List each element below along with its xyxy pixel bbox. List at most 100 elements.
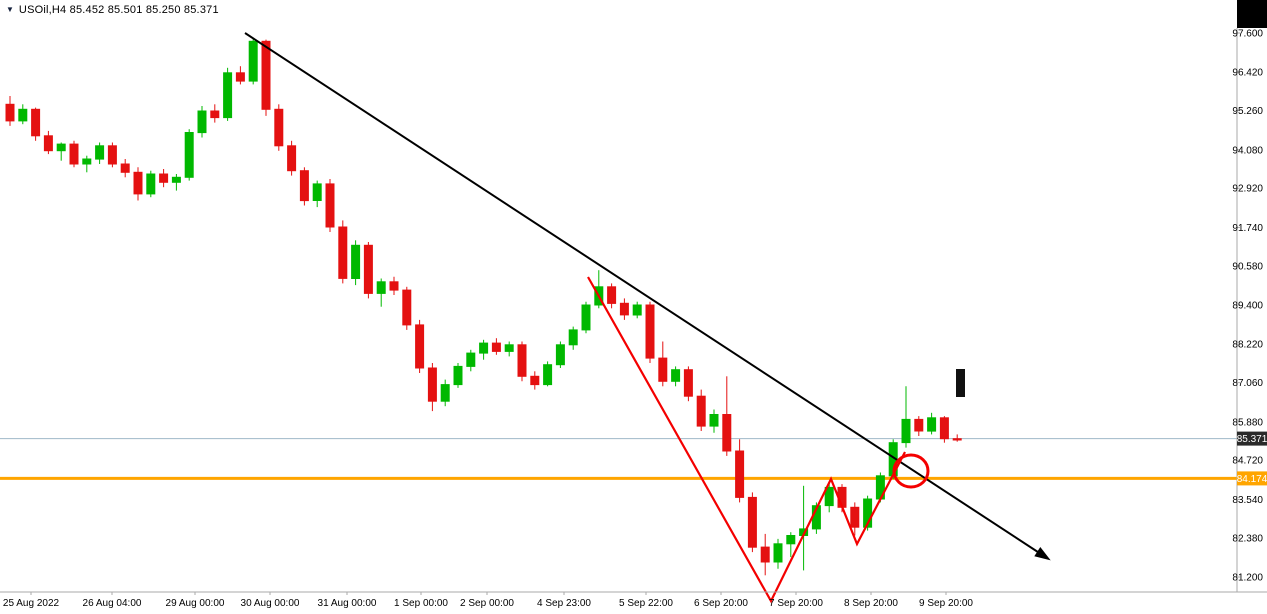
candle [914, 416, 924, 436]
candle [607, 283, 617, 309]
candle [645, 301, 655, 363]
time-label: 4 Sep 23:00 [537, 598, 591, 609]
symbol-info-bar: ▼ USOil,H4 85.452 85.501 85.250 85.371 [6, 4, 219, 16]
candle [299, 167, 309, 206]
trendline[interactable] [244, 32, 1045, 557]
price-label: 96.420 [1232, 68, 1263, 79]
candle [261, 39, 271, 116]
time-label: 8 Sep 20:00 [844, 598, 898, 609]
candle [376, 278, 386, 307]
price-label: 97.600 [1232, 29, 1263, 40]
price-label: 81.200 [1232, 573, 1263, 584]
price-label: 94.080 [1232, 145, 1263, 156]
candle [786, 532, 796, 558]
candle [619, 298, 629, 320]
time-label: 30 Aug 00:00 [241, 598, 300, 609]
candle [517, 341, 527, 382]
price-label: 84.720 [1232, 456, 1263, 467]
candle [939, 416, 949, 443]
candle [555, 341, 565, 368]
candle [235, 66, 245, 85]
price-label: 95.260 [1232, 106, 1263, 117]
candle [389, 276, 399, 295]
candle [760, 533, 770, 576]
candle [773, 538, 783, 569]
candle [543, 361, 553, 387]
bid-price-badge: 85.371 [1237, 431, 1267, 446]
candle [223, 67, 233, 121]
price-label: 91.740 [1232, 223, 1263, 234]
candle [466, 349, 476, 372]
breakout-circle[interactable] [892, 453, 930, 489]
candle [747, 492, 757, 553]
candle [107, 142, 117, 168]
time-label: 9 Sep 20:00 [919, 598, 973, 609]
candle [440, 379, 450, 407]
svg-text:84.174: 84.174 [1237, 474, 1267, 485]
time-label: 2 Sep 00:00 [460, 598, 514, 609]
price-label: 85.880 [1232, 417, 1263, 428]
candle [312, 180, 322, 208]
candle [69, 140, 79, 168]
candle [184, 129, 194, 181]
candle [133, 167, 143, 201]
price-label: 82.380 [1232, 533, 1263, 544]
candle [402, 286, 412, 330]
candle [671, 366, 681, 387]
time-label: 6 Sep 20:00 [694, 598, 748, 609]
price-label: 83.540 [1232, 495, 1263, 506]
time-label: 25 Aug 2022 [3, 598, 60, 609]
time-label: 7 Sep 20:00 [769, 598, 823, 609]
time-label: 31 Aug 00:00 [318, 598, 377, 609]
candle [43, 130, 53, 155]
price-label: 90.580 [1232, 261, 1263, 272]
svg-text:85.371: 85.371 [1237, 434, 1267, 445]
candle [146, 170, 156, 198]
candle [351, 240, 361, 286]
time-axis[interactable]: 25 Aug 2022 26 Aug 04:00 29 Aug 00:00 30 Au… [3, 592, 973, 609]
candle [210, 104, 220, 123]
candle [159, 169, 169, 188]
candle [171, 174, 181, 191]
candle [952, 434, 962, 442]
time-label: 29 Aug 00:00 [166, 598, 225, 609]
candle [850, 502, 860, 536]
candle [735, 439, 745, 503]
price-axis[interactable]: 97.600 96.420 95.260 94.080 92.920 91.740 90.5… [1232, 29, 1263, 584]
candle [581, 301, 591, 334]
candle [120, 159, 130, 178]
price-label: 87.060 [1232, 378, 1263, 389]
candle [722, 376, 732, 456]
candle [82, 155, 92, 173]
candle [504, 341, 514, 357]
price-label: 92.920 [1232, 184, 1263, 195]
candle [491, 338, 501, 355]
candle [248, 38, 258, 85]
price-label: 89.400 [1232, 301, 1263, 312]
candle [658, 341, 668, 387]
candle [427, 363, 437, 412]
hline-price-badge: 84.174 [1237, 471, 1267, 486]
symbol-ohlc-text: USOil,H4 85.452 85.501 85.250 85.371 [18, 4, 219, 16]
candle [31, 107, 41, 141]
zigzag-annotation[interactable] [587, 276, 906, 604]
candle [18, 104, 28, 125]
candle [5, 96, 15, 126]
candle [479, 339, 489, 360]
candle [824, 482, 834, 513]
candle [95, 142, 105, 164]
candle [287, 140, 297, 176]
price-label: 88.220 [1232, 340, 1263, 351]
candles-layer [5, 38, 962, 576]
candle [568, 326, 578, 350]
candle [453, 363, 463, 388]
candle [927, 412, 937, 435]
candle [325, 179, 335, 232]
corner-box [1237, 0, 1267, 28]
candle [274, 104, 284, 151]
candle [632, 301, 642, 319]
candle [683, 366, 693, 402]
symbol-dropdown-icon[interactable]: ▼ [6, 5, 14, 14]
